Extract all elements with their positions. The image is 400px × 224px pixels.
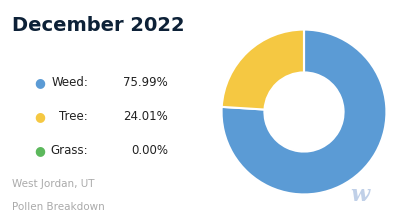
Text: Pollen Breakdown: Pollen Breakdown: [12, 202, 105, 212]
Wedge shape: [222, 30, 304, 110]
Text: ●: ●: [34, 110, 46, 123]
Text: West Jordan, UT: West Jordan, UT: [12, 179, 94, 189]
Wedge shape: [222, 30, 386, 194]
Text: Tree:: Tree:: [59, 110, 88, 123]
Text: w: w: [350, 184, 370, 206]
Text: December 2022: December 2022: [12, 16, 185, 35]
Text: Weed:: Weed:: [51, 76, 88, 89]
Text: ●: ●: [34, 144, 46, 157]
Text: Grass:: Grass:: [50, 144, 88, 157]
Text: ●: ●: [34, 76, 46, 89]
Text: 24.01%: 24.01%: [123, 110, 168, 123]
Text: 75.99%: 75.99%: [123, 76, 168, 89]
Text: 0.00%: 0.00%: [131, 144, 168, 157]
